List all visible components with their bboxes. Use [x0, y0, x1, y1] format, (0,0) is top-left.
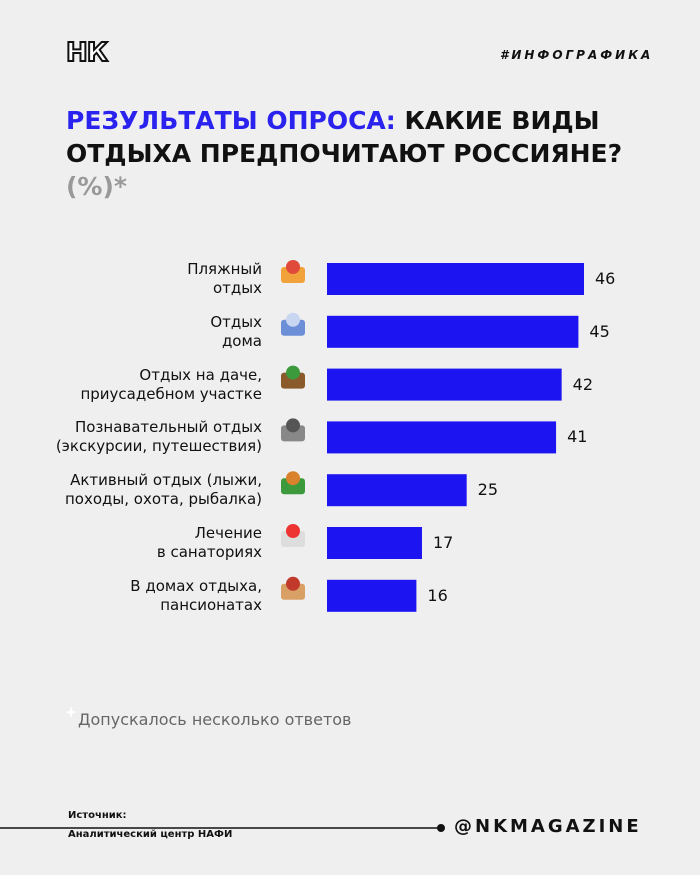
row-icon — [281, 319, 305, 336]
category-label: Лечение в санаториях — [156, 524, 262, 561]
category-label: Активный отдых (лыжи, походы, охота, рыб… — [65, 471, 262, 509]
footer-dot — [437, 824, 445, 832]
category-label: Отдых дома — [210, 312, 262, 350]
row-icon — [286, 418, 300, 433]
handle: @NKMAGAZINE — [454, 816, 642, 837]
bar — [327, 474, 467, 507]
footnote: Допускалось несколько ответов — [78, 710, 352, 729]
row-icon — [281, 267, 305, 283]
title-unit: (%)* — [66, 172, 127, 201]
tag: #ИНФОГРАФИКА — [500, 48, 654, 62]
title-highlight: РЕЗУЛЬТАТЫ ОПРОСА: — [66, 106, 396, 135]
logo: НК — [65, 37, 109, 69]
value-label: 17 — [432, 533, 454, 552]
row-icon — [286, 312, 300, 327]
asterisk-icon — [65, 706, 77, 718]
value-label: 45 — [589, 321, 610, 341]
category-label: Познавательный отдых (экскурсии, путешес… — [55, 418, 262, 456]
row-icon — [286, 524, 300, 538]
value-label: 41 — [567, 427, 588, 447]
row-icon — [281, 583, 305, 600]
bar — [327, 421, 557, 454]
row-icon — [281, 372, 305, 389]
category-label: Пляжный отдых — [187, 260, 262, 297]
row-icon — [281, 531, 305, 547]
category-label: Отдых на даче, приусадебном участке — [80, 365, 262, 403]
source: Аналитический центр НАФИ — [68, 829, 233, 840]
bar — [327, 527, 422, 559]
value-label: 42 — [572, 374, 593, 394]
category-label: В домах отдыха, пансионатах — [130, 576, 262, 614]
bar — [327, 263, 584, 295]
bar — [327, 579, 417, 612]
source-label: Источник: — [68, 810, 127, 821]
bar — [327, 315, 579, 348]
value-label: 16 — [427, 585, 448, 605]
bar — [327, 368, 562, 401]
row-icon — [286, 576, 300, 591]
row-icon — [286, 365, 300, 380]
row-icon — [286, 471, 300, 486]
title-text: КАКИЕ ВИДЫ ОТДЫХА ПРЕДПОЧИТАЮТ РОССИЯНЕ? — [66, 106, 623, 168]
row-icon — [281, 478, 305, 495]
row-icon — [281, 425, 305, 442]
value-label: 25 — [477, 480, 499, 500]
value-label: 46 — [595, 269, 616, 288]
row-icon — [286, 260, 300, 274]
chart-title: РЕЗУЛЬТАТЫ ОПРОСА: КАКИЕ ВИДЫ ОТДЫХА ПРЕ… — [66, 104, 666, 203]
